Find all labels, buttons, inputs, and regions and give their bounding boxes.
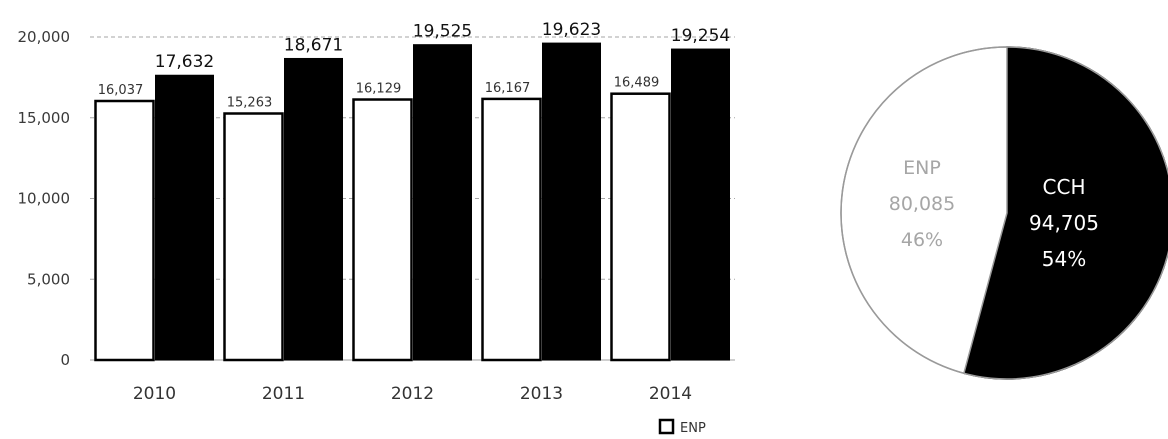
bar-series-2 <box>671 48 730 361</box>
bar-series-2-value-label: 19,525 <box>413 22 472 42</box>
y-tick-label: 5,000 <box>27 270 70 288</box>
category-label: 2012 <box>391 384 434 404</box>
y-tick-label: 0 <box>60 351 70 369</box>
category-label: 2013 <box>520 384 563 404</box>
bar-series-2 <box>284 57 343 361</box>
bar-enp <box>223 112 284 362</box>
slice-enp-percent: 46% <box>901 229 943 251</box>
bar-enp-value-label: 16,129 <box>356 82 402 97</box>
legend-swatch-enp <box>658 418 675 435</box>
category-label: 2011 <box>262 384 305 404</box>
bar-enp-value-label: 15,263 <box>227 96 273 111</box>
bar-enp-value-label: 16,167 <box>485 81 531 96</box>
bar-chart: 0 5,000 10,000 15,000 20,000 16,037 17,632 15,… <box>18 20 735 436</box>
slice-enp-name: ENP <box>903 157 941 179</box>
bar-series-2 <box>413 44 472 361</box>
y-tick-label: 15,000 <box>18 109 71 127</box>
slice-cch-name: CCH <box>1043 175 1086 199</box>
bar-enp-value-label: 16,037 <box>98 83 144 98</box>
bar-enp <box>94 99 155 362</box>
legend-label-enp: ENP <box>680 421 706 436</box>
y-tick-label: 10,000 <box>18 190 71 208</box>
pie-outline <box>840 46 1168 380</box>
bar-enp <box>352 98 413 362</box>
bar-enp <box>610 92 671 362</box>
category-label: 2010 <box>133 384 176 404</box>
y-tick-label: 20,000 <box>18 28 71 46</box>
legend: ENP <box>658 418 706 436</box>
bar-enp-value-label: 16,489 <box>614 76 660 91</box>
bar-series-2-value-label: 18,671 <box>284 35 343 55</box>
bar-series-2 <box>542 42 601 361</box>
bar-series-2 <box>155 74 214 361</box>
bar-series-2-value-label: 19,623 <box>542 20 601 40</box>
pie-labels: CCH 94,705 54% ENP 80,085 46% <box>889 157 1099 271</box>
bar-enp <box>481 97 542 362</box>
category-label: 2014 <box>649 384 692 404</box>
bar-series-2-value-label: 19,254 <box>671 26 730 46</box>
slice-cch-value: 94,705 <box>1029 211 1099 235</box>
pie-slices <box>840 46 1168 380</box>
slice-cch-percent: 54% <box>1042 247 1086 271</box>
bars <box>94 42 730 362</box>
y-tick-labels: 0 5,000 10,000 15,000 20,000 <box>18 28 71 369</box>
bar-series-2-value-label: 17,632 <box>155 52 214 72</box>
bar-data-labels: 16,037 17,632 15,263 18,671 16,129 19,525 16,1… <box>98 20 730 110</box>
slice-enp-value: 80,085 <box>889 193 955 215</box>
category-labels: 2010 2011 2012 2013 2014 <box>133 384 692 404</box>
